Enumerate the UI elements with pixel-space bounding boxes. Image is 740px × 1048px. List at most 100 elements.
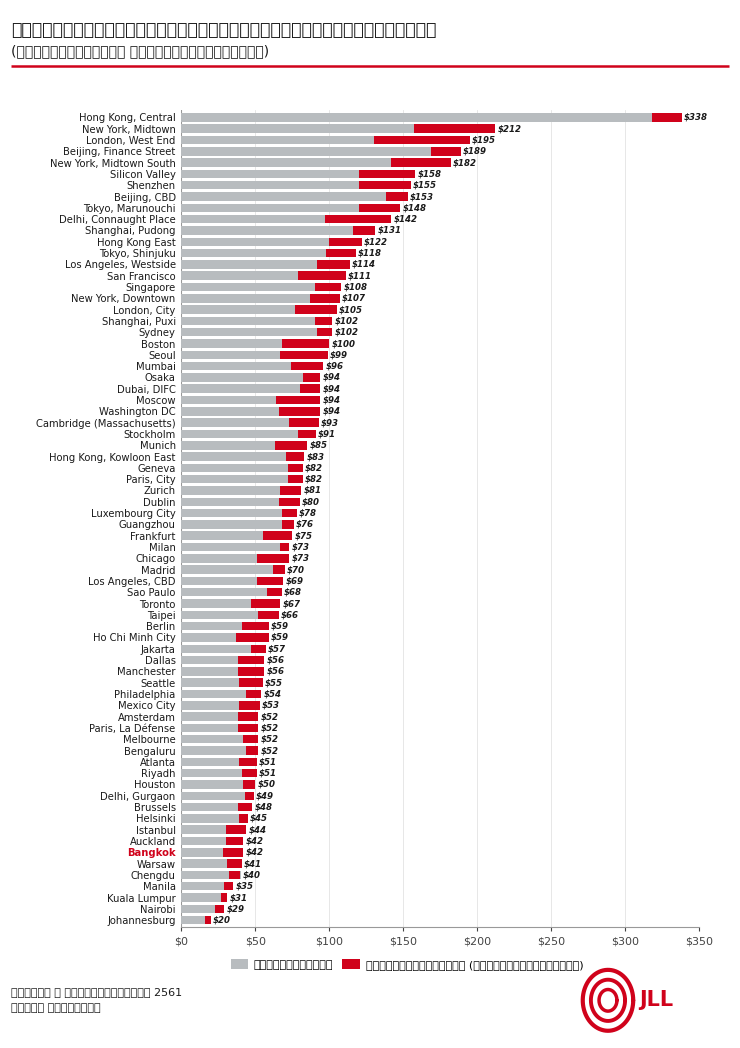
Bar	[181, 430, 316, 438]
Bar	[181, 859, 242, 868]
Bar	[181, 520, 294, 528]
Bar	[181, 554, 289, 563]
Text: $35: $35	[235, 881, 253, 891]
Bar	[275, 441, 307, 450]
Bar	[239, 678, 263, 686]
Bar	[181, 746, 258, 755]
Bar	[314, 283, 341, 291]
Text: ข้อมูล ณ สิ้นไตรมาสสาม 2561: ข้อมูล ณ สิ้นไตรมาสสาม 2561	[11, 987, 182, 998]
Bar	[238, 803, 252, 811]
Bar	[181, 713, 258, 721]
Bar	[181, 238, 362, 246]
Bar	[224, 882, 233, 891]
Text: $82: $82	[305, 475, 323, 484]
Bar	[300, 385, 320, 393]
Bar	[181, 633, 269, 641]
Bar	[391, 158, 451, 167]
Text: $93: $93	[321, 418, 339, 428]
Bar	[221, 893, 227, 901]
Bar	[181, 340, 329, 348]
Bar	[238, 668, 264, 676]
Bar	[181, 170, 415, 178]
Bar	[280, 351, 328, 359]
Text: $83: $83	[306, 452, 324, 461]
Bar	[289, 418, 319, 427]
Text: $52: $52	[260, 746, 278, 755]
Text: $50: $50	[258, 780, 275, 789]
Text: $158: $158	[417, 170, 441, 178]
Text: $55: $55	[265, 678, 283, 687]
Bar	[181, 701, 260, 709]
Bar	[181, 248, 356, 258]
Bar	[181, 531, 292, 540]
Bar	[329, 238, 362, 246]
Bar	[282, 509, 297, 518]
Bar	[288, 475, 303, 483]
Bar	[257, 554, 289, 563]
Bar	[303, 373, 320, 381]
Bar	[181, 136, 470, 145]
Bar	[181, 588, 282, 596]
Bar	[652, 113, 682, 122]
Text: $54: $54	[263, 690, 281, 699]
Bar	[267, 588, 282, 596]
Bar	[181, 441, 307, 450]
Bar	[181, 498, 300, 506]
Bar	[314, 316, 332, 325]
Bar	[181, 283, 341, 291]
Text: $52: $52	[260, 735, 278, 744]
Bar	[181, 509, 297, 518]
Bar	[280, 486, 301, 495]
Text: $49: $49	[256, 791, 274, 801]
Text: $42: $42	[246, 848, 263, 857]
Text: $20: $20	[213, 916, 231, 924]
Text: $81: $81	[303, 486, 321, 495]
Legend: ค่าเช่าสุทธิ, ค่าใช้จ่ายอื่นๆ (ภาษีและค่าบริการ): ค่าเช่าสุทธิ, ค่าใช้จ่ายอื่นๆ (ภาษีและค่…	[226, 955, 588, 975]
Bar	[325, 215, 391, 223]
Bar	[181, 836, 243, 846]
Text: JLL: JLL	[639, 990, 673, 1010]
Text: ที่มา เจแอลแอล: ที่มา เจแอลแอล	[11, 1003, 101, 1013]
Bar	[181, 305, 337, 313]
Bar	[359, 181, 411, 190]
Text: $142: $142	[394, 215, 417, 223]
Bar	[226, 826, 246, 834]
Bar	[181, 351, 328, 359]
Bar	[181, 735, 258, 743]
Bar	[353, 226, 375, 235]
Text: $82: $82	[305, 463, 323, 473]
Bar	[310, 294, 340, 303]
Text: $45: $45	[250, 814, 268, 823]
Text: $131: $131	[377, 226, 401, 235]
Bar	[226, 836, 243, 846]
Text: $57: $57	[268, 645, 286, 653]
Bar	[181, 769, 257, 778]
Text: $122: $122	[364, 237, 388, 246]
Text: $99: $99	[330, 350, 348, 359]
Bar	[181, 453, 304, 461]
Bar	[276, 396, 320, 405]
Bar	[181, 814, 248, 823]
Bar	[181, 871, 240, 879]
Bar	[279, 498, 300, 506]
Text: $91: $91	[318, 430, 336, 438]
Bar	[181, 192, 408, 201]
Bar	[282, 340, 329, 348]
Text: $31: $31	[229, 893, 247, 902]
Bar	[181, 599, 280, 608]
Bar	[236, 633, 269, 641]
Bar	[181, 215, 391, 223]
Text: $48: $48	[255, 803, 272, 811]
Bar	[238, 656, 264, 664]
Text: $212: $212	[497, 125, 521, 133]
Bar	[181, 656, 264, 664]
Bar	[181, 916, 211, 924]
Bar	[215, 904, 224, 913]
Bar	[181, 463, 303, 472]
Bar	[242, 769, 257, 778]
Text: $108: $108	[343, 283, 367, 291]
Bar	[229, 871, 240, 879]
Text: $76: $76	[296, 520, 314, 529]
Text: $182: $182	[453, 158, 477, 167]
Bar	[181, 226, 375, 235]
